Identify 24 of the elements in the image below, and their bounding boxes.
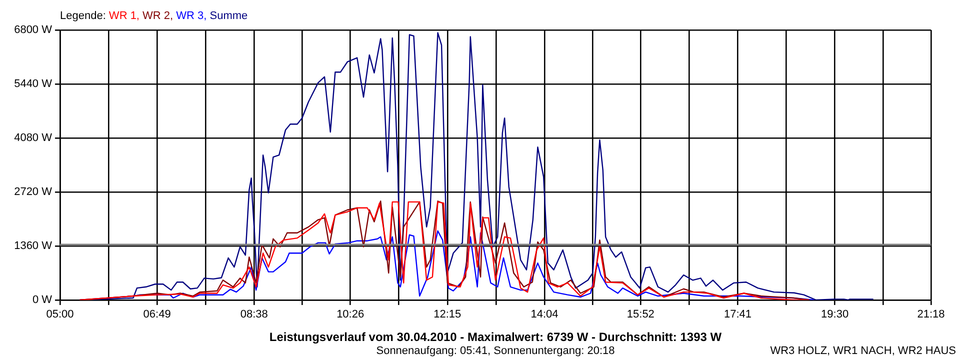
legend-title: Legende: bbox=[60, 10, 109, 22]
text: WR3 HOLZ, WR1 NACH, WR2 HAUS bbox=[770, 345, 956, 357]
x-tick-label: 21:18 bbox=[917, 308, 945, 321]
x-tick-label: 17:41 bbox=[724, 308, 752, 321]
y-tick-label: 1360 W bbox=[14, 240, 53, 252]
y-tick-label: 6800 W bbox=[14, 24, 53, 36]
x-tick-label: 08:38 bbox=[240, 308, 268, 321]
y-tick-label: 5440 W bbox=[14, 78, 53, 90]
y-tick-label: 2720 W bbox=[14, 186, 53, 198]
x-tick-label: 12:15 bbox=[434, 308, 462, 321]
x-tick-label: 10:26 bbox=[336, 308, 364, 321]
text: WR 1, bbox=[108, 10, 143, 22]
x-tick-label: 06:49 bbox=[143, 308, 171, 321]
x-tick-label: 15:52 bbox=[626, 308, 654, 321]
x-tick-label: 19:30 bbox=[821, 308, 849, 321]
x-tick-label: 05:00 bbox=[46, 308, 74, 321]
text: Sonnenaufgang: 05:41, Sonnenuntergang: 20:18 bbox=[376, 345, 615, 357]
y-tick-label: 0 W bbox=[32, 294, 53, 306]
y-tick-label: 4080 W bbox=[14, 132, 53, 144]
text: Leistungsverlauf vom 30.04.2010 - Maximalwert: 6739 W - Durchschnitt: 1393 W bbox=[269, 330, 722, 344]
text: Summe bbox=[210, 10, 251, 22]
text: WR 2, bbox=[142, 10, 176, 22]
text: WR 3, bbox=[176, 10, 210, 22]
x-tick-label: 14:04 bbox=[530, 308, 558, 321]
